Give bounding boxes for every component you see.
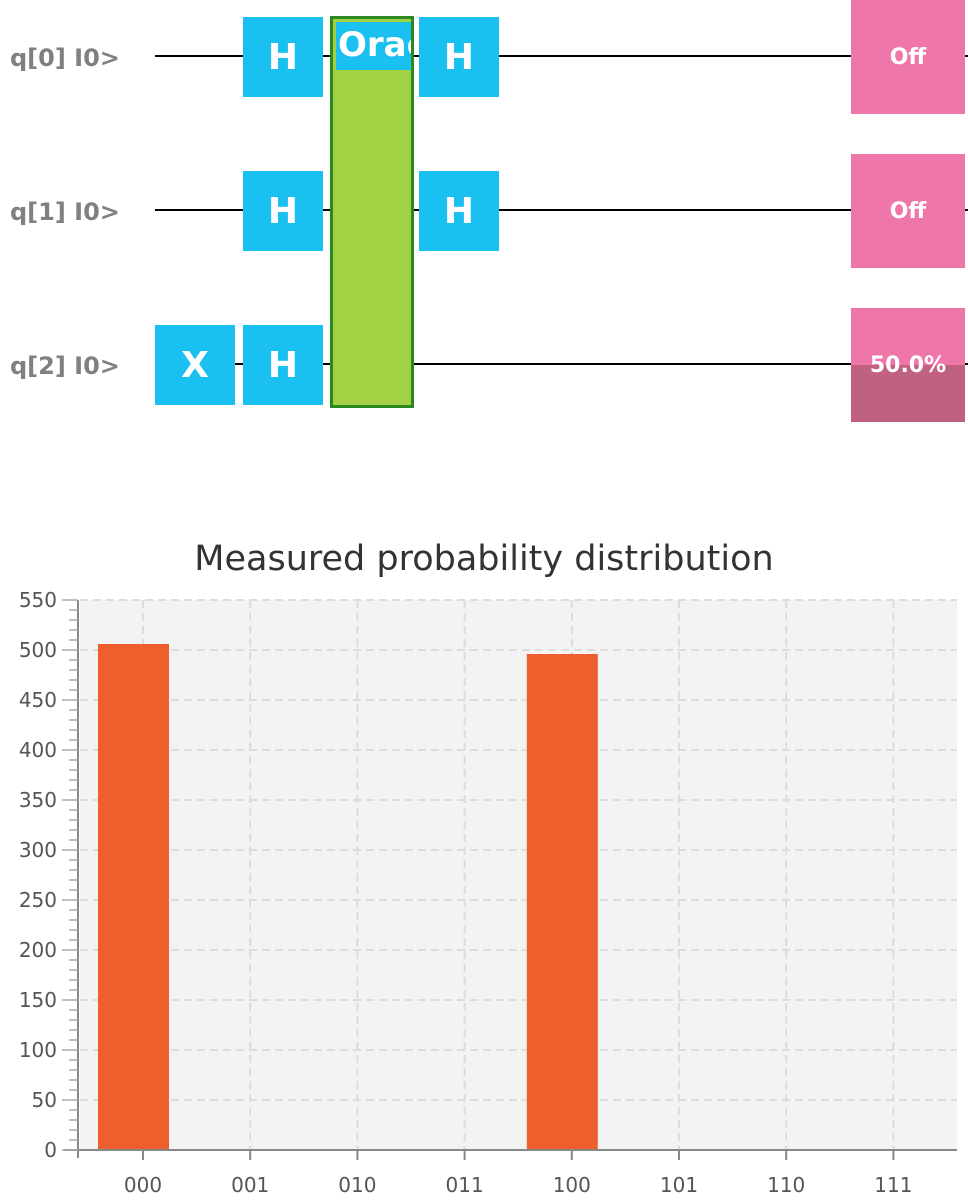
y-tick-label-300: 300 (19, 838, 57, 862)
measure-display-q1[interactable]: Off (851, 154, 965, 268)
h-gate-q1-col1[interactable]: H (243, 171, 323, 251)
quantum-circuit: q[0] I0> q[1] I0> q[2] I0> X H H H Oracl… (0, 0, 968, 460)
y-tick-label-500: 500 (19, 638, 57, 662)
y-tick-label-50: 50 (32, 1088, 57, 1112)
y-tick-label-200: 200 (19, 938, 57, 962)
oracle-label: Oracle (336, 22, 411, 70)
qubit-wire-1 (155, 209, 968, 211)
h-gate-q1-col2[interactable]: H (419, 171, 499, 251)
y-tick-label-400: 400 (19, 738, 57, 762)
x-tick-label-111: 111 (874, 1173, 912, 1197)
measure-value-q2: 50.0% (869, 352, 947, 378)
y-tick-label-550: 550 (19, 588, 57, 612)
x-tick-label-001: 001 (231, 1173, 269, 1197)
y-tick-label-250: 250 (19, 888, 57, 912)
x-tick-label-110: 110 (767, 1173, 805, 1197)
measure-value-q0: Off (889, 44, 927, 70)
qubit-wire-2 (155, 363, 968, 365)
plot-area (80, 600, 957, 1150)
y-tick-label-150: 150 (19, 988, 57, 1012)
qubit-wire-0 (155, 55, 968, 57)
qubit-label-0: q[0] I0> (10, 44, 120, 72)
chart-title: Measured probability distribution (194, 539, 773, 579)
x-gate-q2[interactable]: X (155, 325, 235, 405)
x-tick-label-000: 000 (124, 1173, 162, 1197)
x-tick-label-011: 011 (446, 1173, 484, 1197)
grid-lines (80, 599, 957, 1150)
probability-chart: Measured probability distribution 0 50 100… (19, 539, 957, 1197)
qubit-label-2: q[2] I0> (10, 352, 120, 380)
bars (98, 644, 598, 1150)
y-tick-labels: 0 50 100 150 200 250 300 350 400 450 500 550 (19, 588, 57, 1162)
h-gate-q0-col1[interactable]: H (243, 17, 323, 97)
axes (62, 599, 957, 1160)
x-tick-label-101: 101 (660, 1173, 698, 1197)
x-tick-label-100: 100 (553, 1173, 591, 1197)
measure-fill-q2 (851, 365, 965, 422)
measure-value-q1: Off (889, 198, 927, 224)
x-tick-label-010: 010 (338, 1173, 376, 1197)
measure-display-q2[interactable]: 50.0% (851, 308, 965, 422)
y-tick-label-0: 0 (44, 1138, 57, 1162)
bar-000 (98, 644, 169, 1150)
y-tick-label-350: 350 (19, 788, 57, 812)
qubit-label-1: q[1] I0> (10, 198, 120, 226)
x-tick-labels: 000 001 010 011 100 101 110 111 (124, 1173, 913, 1197)
y-tick-label-450: 450 (19, 688, 57, 712)
oracle-gate[interactable]: Oracle (330, 16, 414, 408)
y-tick-label-100: 100 (19, 1038, 57, 1062)
h-gate-q2-col1[interactable]: H (243, 325, 323, 405)
bar-100 (526, 654, 598, 1150)
measure-display-q0[interactable]: Off (851, 0, 965, 114)
h-gate-q0-col2[interactable]: H (419, 17, 499, 97)
